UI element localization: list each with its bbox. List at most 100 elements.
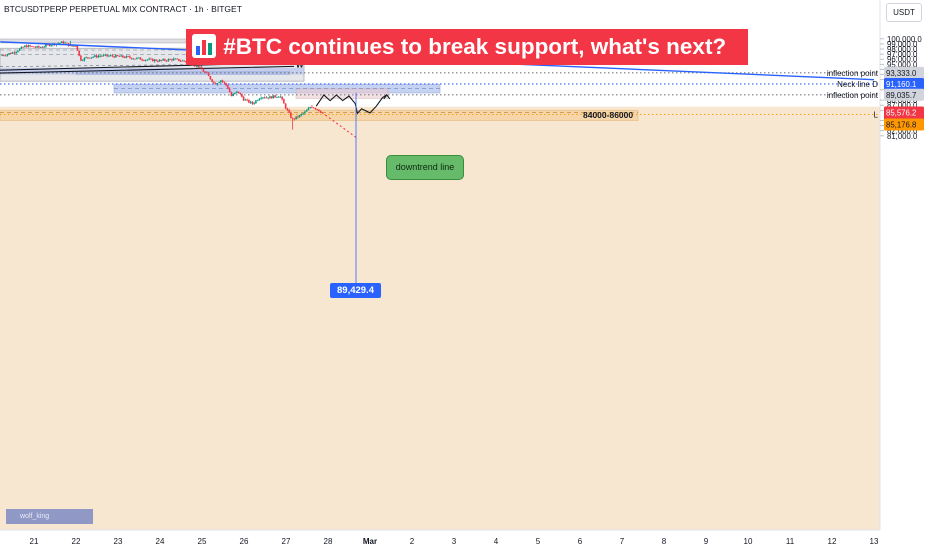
- candle-136: [239, 92, 241, 95]
- candle-47: [83, 57, 86, 62]
- currency-button[interactable]: USDT: [886, 3, 922, 22]
- candle-body: [227, 85, 229, 89]
- candle-body: [297, 116, 299, 118]
- candle-body: [262, 97, 264, 99]
- y-tick-label-2: 98,000.0: [887, 45, 918, 54]
- candle-35: [62, 40, 65, 45]
- candle-body: [213, 81, 215, 83]
- candle-body: [111, 55, 114, 57]
- candle-178: [312, 107, 315, 109]
- candle-152: [267, 97, 269, 100]
- candle-66: [116, 54, 119, 57]
- x-tick-label-10: 3: [452, 537, 457, 546]
- candle-body: [209, 76, 212, 80]
- channel-line-mid: [0, 63, 295, 67]
- candle-117: [206, 71, 208, 74]
- candle-body: [225, 83, 227, 86]
- candle-125: [220, 79, 222, 84]
- candle-83: [146, 59, 149, 61]
- candle-62: [109, 54, 112, 57]
- candle-body: [3, 55, 5, 57]
- candle-97: [171, 58, 173, 62]
- candle-body: [27, 45, 30, 48]
- candle-115: [202, 68, 205, 72]
- candle-156: [274, 94, 276, 98]
- candle-body: [272, 95, 275, 99]
- candle-body: [122, 55, 124, 58]
- candle-172: [302, 112, 304, 116]
- candle-body: [130, 57, 133, 59]
- candle-163: [286, 107, 289, 112]
- candle-95: [167, 58, 170, 62]
- candle-body: [38, 46, 40, 48]
- candle-body: [263, 97, 266, 99]
- candle-48: [85, 56, 87, 59]
- candle-146: [256, 99, 259, 102]
- candle-body: [281, 96, 283, 100]
- candle-177: [311, 105, 313, 109]
- candle-144: [253, 101, 255, 105]
- candle-body: [193, 65, 196, 67]
- candle-body: [312, 107, 315, 109]
- candle-143: [251, 101, 254, 106]
- candle-body: [258, 98, 261, 101]
- candle-49: [87, 57, 89, 60]
- candle-75: [132, 58, 135, 60]
- candle-body: [316, 109, 318, 110]
- candle-body: [174, 58, 177, 60]
- candle-body: [150, 58, 152, 60]
- candle-body: [76, 45, 79, 51]
- candle-103: [181, 59, 184, 62]
- candle-52: [92, 56, 94, 59]
- candle-168: [295, 116, 297, 120]
- candle-41: [73, 45, 75, 47]
- x-tick-label-14: 7: [620, 537, 625, 546]
- candle-147: [258, 98, 261, 101]
- candle-body: [307, 108, 310, 111]
- candle-body: [157, 61, 159, 62]
- candle-6: [11, 51, 14, 55]
- candle-body: [151, 58, 154, 62]
- candle-body: [101, 55, 103, 57]
- candle-12: [22, 46, 24, 48]
- candle-body: [220, 80, 222, 83]
- y-tick-label-3: 97,000.0: [887, 50, 918, 59]
- candle-180: [316, 108, 318, 111]
- candle-110: [193, 65, 196, 67]
- candle-body: [24, 45, 26, 48]
- candle-body: [181, 60, 184, 62]
- candle-99: [174, 58, 177, 60]
- candle-174: [305, 109, 308, 112]
- candle-7: [13, 51, 16, 55]
- candle-5: [10, 52, 12, 55]
- candle-85: [150, 57, 152, 60]
- candle-body: [162, 59, 164, 61]
- candle-body: [34, 47, 37, 48]
- level-label-3: L: [874, 111, 879, 120]
- candle-76: [134, 58, 136, 60]
- candle-body: [305, 110, 308, 112]
- candle-60: [106, 54, 108, 58]
- candle-body: [253, 103, 255, 104]
- candle-body: [172, 58, 175, 61]
- candle-body: [13, 52, 16, 54]
- candle-161: [283, 98, 285, 104]
- candle-body: [284, 103, 287, 109]
- candle-124: [218, 81, 220, 84]
- target-price-tag: 89,429.4: [330, 283, 381, 298]
- downtrend-callout[interactable]: downtrend line: [386, 155, 464, 180]
- candle-body: [113, 56, 115, 58]
- candle-body: [48, 44, 51, 47]
- x-tick-label-13: 6: [578, 537, 583, 546]
- candle-body: [74, 45, 77, 47]
- candle-body: [279, 96, 282, 98]
- candle-63: [111, 54, 114, 58]
- x-tick-label-19: 12: [828, 537, 837, 546]
- candle-65: [115, 54, 117, 58]
- l-level-tag: 85,176.8: [886, 121, 916, 130]
- candle-body: [221, 80, 224, 82]
- last-price-tag: 85,576.2: [886, 108, 916, 117]
- candle-67: [118, 55, 121, 57]
- candle-body: [283, 99, 285, 104]
